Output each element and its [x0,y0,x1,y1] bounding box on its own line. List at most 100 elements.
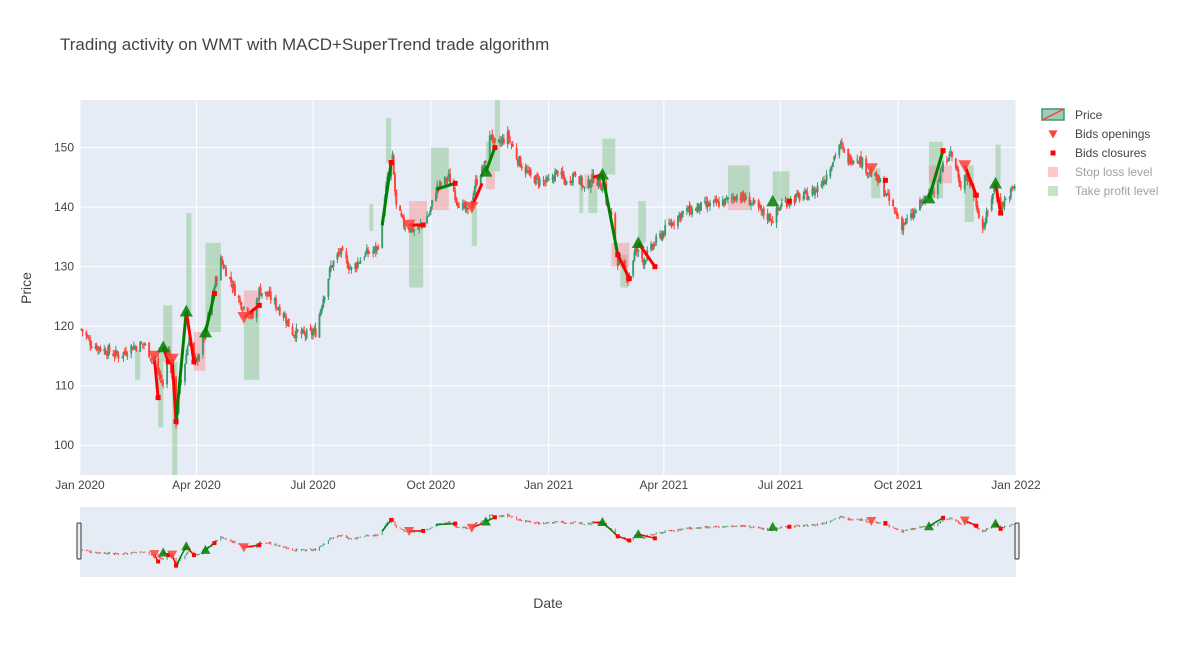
candle-body [679,213,682,220]
candle-body [921,199,924,205]
bid-opening-marker [631,236,645,249]
y-tick-label: 120 [54,319,74,333]
candle-body [452,182,455,192]
candle-body [251,312,254,318]
candle-body [213,286,216,292]
candle-body [812,187,815,195]
candle-body [497,139,500,142]
candle-body [107,346,110,357]
candle-body [150,358,153,360]
candle-body [139,341,142,352]
candle-body [739,196,742,201]
take-profit-zone [579,183,584,214]
trade-line [616,254,631,280]
candle-body [135,346,138,351]
mini-bid-opening-marker [990,518,1001,528]
candle-body [803,191,806,195]
mini-bid-closure-marker [627,538,632,543]
candle-body [661,232,664,240]
candle-body [887,192,889,194]
take-profit-zone [871,168,881,199]
candle-body [589,184,592,189]
candle-body [833,156,836,161]
candle-body [655,235,658,243]
candle-body [86,336,89,338]
candle-body [716,200,719,203]
take-profit-zones [135,100,1001,475]
candle-body [377,247,380,249]
candle-body [511,144,514,147]
candle-body [341,246,344,251]
candle-body [267,294,270,297]
candle-body [616,254,619,266]
candle-body [618,258,621,265]
candle-body [653,244,656,246]
candle-body [88,338,90,340]
y-tick-label: 140 [54,200,74,214]
trade-line [484,147,497,172]
candle-body [597,177,600,185]
take-profit-zone [964,165,974,223]
candle-body [269,291,272,301]
candle-body [258,287,261,300]
rangeslider-left-handle[interactable] [76,522,82,560]
rangeslider-right-handle[interactable] [1014,522,1020,560]
candle-body [627,281,629,283]
candle-body [312,332,314,336]
candle-body [404,227,407,229]
candle-body [766,213,769,220]
candle-body [623,260,626,265]
mini-bid-closure-marker [389,517,394,522]
mini-bid-opening-marker [633,529,644,539]
trade-line [184,311,196,363]
candle-body [892,199,895,207]
candle-body [228,277,231,279]
candle-body [401,215,404,218]
mini-bid-closure-marker [156,559,161,564]
candle-body [246,307,249,316]
legend-zone-swatch [1048,167,1058,177]
candle-body [742,192,745,199]
candle-body [554,171,556,182]
candle-body [744,195,747,201]
y-axis-title: Price [18,272,34,304]
candle-body [903,222,906,225]
candle-body [237,296,240,299]
candle-body [481,166,484,178]
candle-body [117,354,120,359]
candle-body [440,182,443,185]
candle-body [956,166,959,170]
candle-body [400,212,403,216]
candle-body [347,266,350,270]
candle-body [555,169,558,171]
candle-body [445,178,448,182]
candle-body [516,159,519,165]
candle-body [757,200,760,208]
candle-body [829,169,832,177]
candle-body [257,299,259,301]
take-profit-zone [494,100,500,142]
candle-body [561,171,564,177]
candle-body [715,198,718,204]
mini-bid-opening-marker [200,544,211,554]
candle-body [483,161,486,168]
candle-body [223,267,226,269]
take-profit-zone [638,201,646,243]
candle-body [1011,187,1014,189]
candle-body [919,200,921,211]
rangeslider-openings [149,516,1001,560]
rangeslider-background[interactable] [80,507,1016,577]
candle-body [796,193,798,197]
candle-body [760,205,763,211]
candle-body [259,287,262,296]
candle-body [771,220,774,224]
candle-body [231,284,234,289]
candle-body [89,340,92,346]
stop-loss-zone [193,332,206,371]
candle-body [328,268,331,278]
candle-body [834,155,837,157]
candle-body [596,181,599,186]
candle-body [132,346,135,350]
trade-line [963,164,978,196]
candle-body [830,167,833,171]
